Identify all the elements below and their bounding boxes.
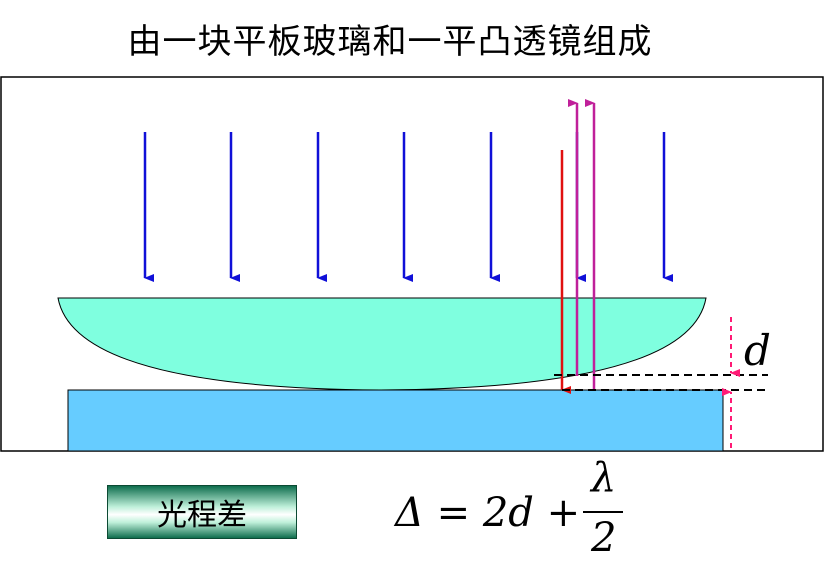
formula-fraction-bar: [583, 511, 623, 513]
glass-plate: [67, 389, 724, 452]
optical-path-formula: Δ = 2d + λ 2: [395, 455, 635, 570]
formula-numerator: λ: [591, 455, 617, 501]
formula-denominator: 2: [591, 515, 617, 561]
plano-convex-lens: [57, 297, 707, 391]
thickness-label-d: d: [744, 326, 771, 375]
formula-lhs: Δ = 2d +: [395, 490, 581, 536]
optical-path-difference-label: 光程差: [107, 485, 297, 539]
diagram-title: 由一块平板玻璃和一平凸透镜组成: [127, 22, 653, 62]
